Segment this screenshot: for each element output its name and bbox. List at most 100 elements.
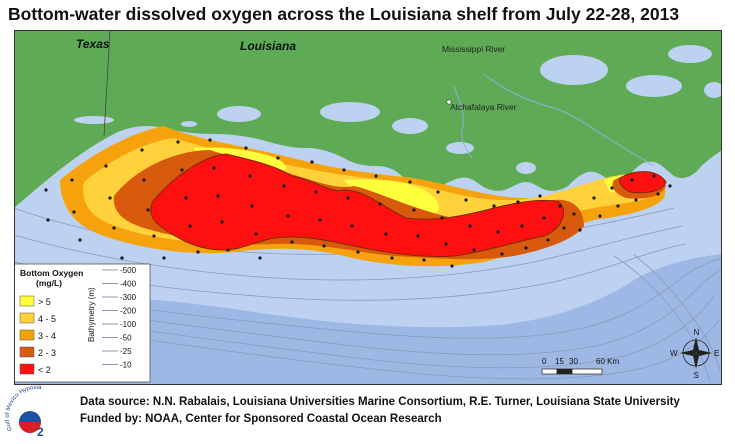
station-dot: [616, 204, 620, 208]
bathymetry-label: -25: [120, 347, 132, 356]
hypoxia-map: Texas Louisiana Mississippi River Atchaf…: [14, 30, 722, 385]
label-louisiana: Louisiana: [240, 39, 296, 53]
compass-e: E: [714, 349, 719, 358]
scale-label: 0: [542, 357, 547, 366]
station-dot: [188, 224, 192, 228]
atchafalaya-marker-icon: [446, 99, 452, 105]
bathymetry-label: -100: [120, 320, 137, 329]
station-dot: [196, 250, 200, 254]
station-dot: [276, 156, 280, 160]
station-dot: [78, 238, 82, 242]
station-dot: [184, 196, 188, 200]
station-dot: [542, 216, 546, 220]
inland-water: [74, 45, 722, 174]
station-dot: [120, 256, 124, 260]
station-dot: [634, 198, 638, 202]
station-dot: [44, 188, 48, 192]
station-dot: [444, 242, 448, 246]
station-dot: [610, 186, 614, 190]
station-dot: [104, 164, 108, 168]
station-dot: [112, 226, 116, 230]
station-dot: [226, 248, 230, 252]
station-dot: [374, 174, 378, 178]
station-dot: [346, 196, 350, 200]
logo-mark: 2: [37, 425, 44, 439]
legend-label: 2 - 3: [38, 348, 56, 358]
compass-n: N: [694, 328, 700, 337]
funded-by: Funded by: NOAA, Center for Sponsored Co…: [80, 413, 442, 425]
station-dot: [538, 194, 542, 198]
legend-label: 3 - 4: [38, 331, 56, 341]
station-dot: [390, 256, 394, 260]
station-dot: [412, 208, 416, 212]
station-dot: [496, 230, 500, 234]
station-dot: [492, 204, 496, 208]
legend-swatch: [19, 363, 35, 375]
legend-swatch: [19, 346, 35, 358]
station-dot: [180, 168, 184, 172]
station-dot: [464, 198, 468, 202]
station-dot: [108, 196, 112, 200]
station-dot: [516, 200, 520, 204]
station-dot: [248, 174, 252, 178]
bathymetry-label: -500: [120, 266, 137, 275]
station-dot: [46, 218, 50, 222]
map-frame: [14, 30, 722, 385]
station-dot: [472, 248, 476, 252]
station-dot: [152, 234, 156, 238]
station-dot: [592, 196, 596, 200]
legend-box: [14, 263, 151, 383]
compass-w: W: [670, 349, 678, 358]
state-border: [103, 30, 111, 137]
station-dot: [216, 194, 220, 198]
station-dot: [342, 168, 346, 172]
compass-rose-icon: N S E W: [670, 328, 719, 380]
station-dot: [356, 250, 360, 254]
station-dot: [220, 220, 224, 224]
station-dot: [310, 160, 314, 164]
gulf-hypoxia-logo: Gulf of Mexico Hypoxia 2: [5, 385, 44, 439]
station-dot: [290, 240, 294, 244]
station-dot: [72, 210, 76, 214]
oxygen-legend-items: > 5 4 - 5 3 - 4 2 - 3 < 2: [19, 295, 56, 375]
legend: Bottom Oxygen (mg/L) > 5 4 - 5 3 - 4 2 - 3 <…: [14, 263, 151, 383]
bathymetry-label: -50: [120, 334, 132, 343]
station-dot: [562, 226, 566, 230]
station-dot: [282, 184, 286, 188]
station-dot: [244, 146, 248, 150]
station-dot: [500, 252, 504, 256]
label-texas: Texas: [76, 37, 110, 51]
legend-label: > 5: [38, 297, 51, 307]
legend-swatch: [19, 329, 35, 341]
scale-label: 30: [569, 357, 578, 366]
station-dot: [652, 174, 656, 178]
station-dot: [408, 180, 412, 184]
map-title: Bottom-water dissolved oxygen across the…: [8, 4, 680, 24]
station-dot: [578, 228, 582, 232]
rivers: [453, 73, 655, 167]
credits: Data source: N.N. Rabalais, Louisiana Un…: [80, 396, 730, 430]
scale-label: 15: [555, 357, 564, 366]
bathymetry-label: -300: [120, 293, 137, 302]
station-dot: [258, 256, 262, 260]
legend-label: < 2: [38, 365, 51, 375]
station-dot: [656, 192, 660, 196]
station-dot: [146, 208, 150, 212]
bathymetry-legend-items: -500 -400 -300 -200 -100 -50 -25 -10: [102, 266, 137, 370]
station-dot: [208, 138, 212, 142]
bathymetry-label: -200: [120, 307, 137, 316]
scale-bar: 0 15 30 60 Km: [541, 357, 619, 375]
station-dot: [630, 178, 634, 182]
bathymetry-label: -400: [120, 280, 137, 289]
station-dot: [436, 190, 440, 194]
station-dot: [322, 244, 326, 248]
legend-label: 4 - 5: [38, 314, 56, 324]
station-dot: [140, 148, 144, 152]
station-dot: [318, 218, 322, 222]
station-dot: [378, 202, 382, 206]
station-dot: [250, 204, 254, 208]
data-source: Data source: N.N. Rabalais, Louisiana Un…: [80, 396, 680, 408]
bathymetry-label: -10: [120, 361, 132, 370]
station-dot: [350, 224, 354, 228]
zone-lt-2: [150, 153, 667, 258]
